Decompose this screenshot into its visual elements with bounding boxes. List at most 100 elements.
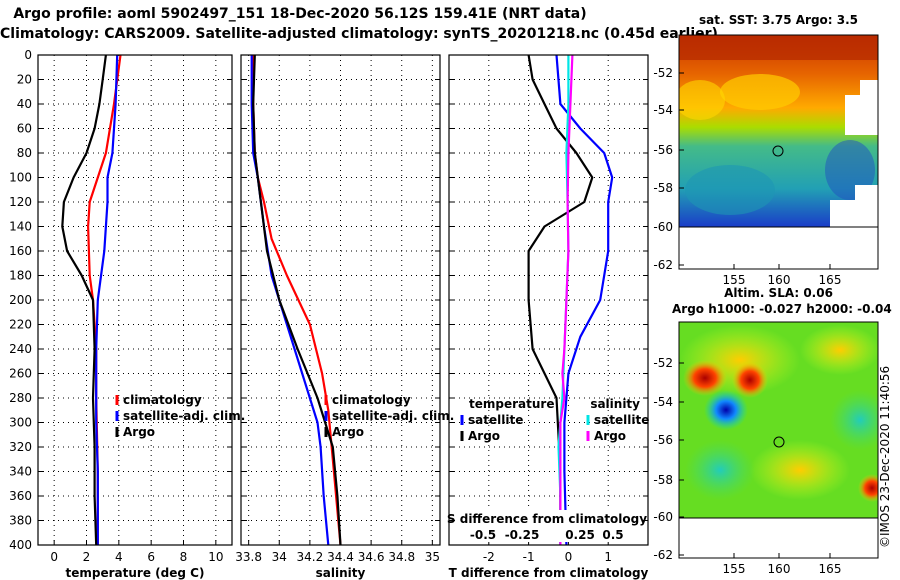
x-tick-label: 34	[272, 550, 287, 564]
legend-label: Argo	[594, 429, 626, 443]
depth-tick-label: 120	[9, 195, 32, 209]
x-tick-label: -2	[483, 550, 495, 564]
series-t-argo	[527, 54, 594, 545]
panel-salinity-profile: 33.8 34 34.2 34.4 34.6 34.8 35 salinity climatol…	[235, 54, 454, 580]
x2-axis-label: S difference from climatology	[447, 512, 647, 526]
x-tick-label: 34.2	[297, 550, 324, 564]
sla-map-title-line2: Argo h1000: -0.027 h2000: -0.04	[672, 302, 892, 316]
legend-label: satellite-adj. clim.	[123, 409, 245, 423]
depth-tick-label: 160	[9, 244, 32, 258]
depth-tick-label: 320	[9, 440, 32, 454]
depth-tick-label: 80	[17, 146, 32, 160]
depth-tick-label: 220	[9, 318, 32, 332]
sla-map-title-line1: Altim. SLA: 0.06	[724, 286, 833, 300]
legend-label: Argo	[468, 429, 500, 443]
x-tick-label: 0	[50, 550, 58, 564]
map-y-tick-label: -60	[653, 510, 673, 524]
x-tick-label: 34.6	[358, 550, 385, 564]
x-axis-label: salinity	[316, 566, 366, 580]
figure-title-line1: Argo profile: aoml 5902497_151 18-Dec-20…	[13, 6, 587, 22]
depth-tick-label: 240	[9, 342, 32, 356]
x-tick-label: 2	[83, 550, 91, 564]
depth-tick-label: 300	[9, 416, 32, 430]
map-x-tick-label: 155	[723, 562, 746, 576]
x2-tick-label: -0.25	[505, 528, 540, 542]
x2-tick-label: 0.25	[565, 528, 595, 542]
legend-title-salinity: salinity	[590, 397, 640, 411]
depth-tick-label: 60	[17, 122, 32, 136]
map-y-tick-label: -52	[653, 66, 673, 80]
x-tick-label: 0	[565, 550, 573, 564]
x2-tick-label: 0.5	[602, 528, 623, 542]
map-x-tick-label: 165	[819, 273, 842, 287]
depth-tick-label: 40	[17, 97, 32, 111]
figure-title-line2: Climatology: CARS2009. Satellite-adjuste…	[0, 26, 718, 42]
series-s-argo	[559, 54, 574, 545]
depth-tick-label: 180	[9, 269, 32, 283]
depth-tick-label: 380	[9, 514, 32, 528]
map-y-tick-label: -62	[653, 258, 673, 272]
series-satellite-adj-clim-	[95, 54, 119, 545]
s-diff-axis-background	[455, 510, 641, 542]
x-tick-label: 6	[147, 550, 155, 564]
map-y-tick-label: -56	[653, 143, 673, 157]
x-axis-label: temperature (deg C)	[66, 566, 205, 580]
x-tick-label: 34.8	[388, 550, 415, 564]
x-tick-label: 4	[115, 550, 123, 564]
legend-label: satellite	[594, 413, 649, 427]
depth-tick-label: 100	[9, 171, 32, 185]
x-tick-label: 8	[180, 550, 188, 564]
x2-tick-label: -0.5	[470, 528, 496, 542]
argo-location-marker	[772, 145, 784, 157]
x-tick-label: 35	[425, 550, 440, 564]
x-tick-label: 10	[208, 550, 223, 564]
depth-tick-label: 0	[24, 48, 32, 62]
plot-frame	[448, 54, 649, 546]
depth-tick-label: 140	[9, 220, 32, 234]
legend-label: Argo	[332, 425, 364, 439]
map-x-tick-label: 165	[819, 562, 842, 576]
legend-label: satellite-adj. clim.	[332, 409, 454, 423]
legend-label: Argo	[123, 425, 155, 439]
depth-tick-label: 20	[17, 73, 32, 87]
plot-frame	[37, 54, 233, 546]
series-t-satellite	[555, 54, 614, 546]
depth-tick-label: 340	[9, 465, 32, 479]
x-tick-label: -1	[523, 550, 535, 564]
x-axis-label: T difference from climatology	[449, 566, 649, 580]
series-argo	[61, 54, 107, 546]
depth-tick-label: 280	[9, 391, 32, 405]
legend-label: climatology	[332, 393, 411, 407]
sst-map-title: sat. SST: 3.75 Argo: 3.5	[698, 13, 859, 27]
x-tick-label: 33.8	[235, 550, 262, 564]
map-y-tick-label: -60	[653, 220, 673, 234]
legend-title-temperature: temperature	[469, 397, 554, 411]
series-argo	[252, 54, 342, 546]
map-y-tick-label: -56	[653, 433, 673, 447]
map-x-tick-label: 155	[723, 273, 746, 287]
map-y-tick-label: -58	[653, 473, 673, 487]
map-y-tick-label: -54	[653, 103, 673, 117]
depth-tick-label: 260	[9, 367, 32, 381]
depth-tick-label: 200	[9, 293, 32, 307]
map-x-tick-label: 160	[768, 562, 791, 576]
depth-tick-label: 360	[9, 489, 32, 503]
x-tick-label: 34.4	[327, 550, 354, 564]
panel-temperature-profile: 0204060801001201401601802002202402602803…	[9, 48, 245, 580]
map-y-tick-label: -58	[653, 181, 673, 195]
map-y-tick-label: -52	[653, 356, 673, 370]
plot-frame	[240, 54, 441, 546]
map-y-tick-label: -62	[653, 548, 673, 562]
depth-tick-label: 400	[9, 538, 32, 552]
sla-map	[678, 321, 879, 559]
credit-text: ©IMOS 23-Dec-2020 11:40:56	[878, 365, 892, 548]
legend-label: climatology	[123, 393, 202, 407]
map-x-tick-label: 160	[768, 273, 791, 287]
x-tick-label: 1	[604, 550, 612, 564]
sst-map	[678, 34, 879, 270]
map-y-tick-label: -54	[653, 395, 673, 409]
legend-label: satellite	[468, 413, 523, 427]
panel-difference-profile: -2 -1 0 1 T difference from climatology tempe…	[447, 54, 649, 580]
argo-location-marker-sla	[773, 436, 785, 448]
